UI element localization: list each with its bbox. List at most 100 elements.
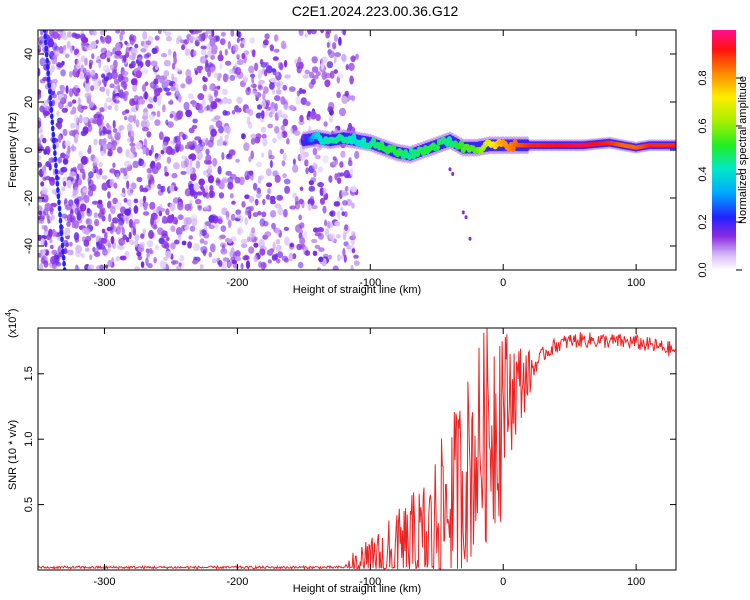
heatmap-streak-cell [49, 100, 53, 107]
heatmap-noise-cell [46, 213, 50, 221]
heatmap-noise-cell [342, 247, 346, 257]
heatmap-noise-cell [60, 97, 67, 105]
heatmap-noise-cell [44, 203, 52, 211]
heatmap-noise-cell [344, 185, 349, 192]
heatmap-noise-cell [133, 114, 137, 124]
heatmap-noise-cell [354, 150, 360, 160]
heatmap-noise-cell [83, 195, 90, 203]
heatmap-noise-cell [277, 251, 284, 259]
heatmap-streak-cell [56, 193, 61, 200]
heatmap-noise-cell [143, 211, 150, 216]
heatmap-noise-cell [347, 160, 353, 167]
heatmap-noise-cell [123, 167, 129, 174]
heatmap-noise-cell [148, 113, 155, 121]
heatmap-noise-cell [147, 263, 153, 269]
heatmap-noise-cell [218, 192, 225, 199]
heatmap-noise-cell [261, 152, 265, 158]
heatmap-noise-cell [282, 173, 287, 178]
heatmap-noise-cell [192, 260, 199, 265]
heatmap-noise-cell [273, 48, 280, 53]
heatmap-noise-cell [80, 210, 85, 220]
heatmap-noise-cell [114, 50, 122, 56]
heatmap-noise-cell [267, 259, 272, 264]
heatmap-noise-cell [163, 59, 171, 67]
heatmap-noise-cell [203, 205, 209, 210]
colorbar-ticks: 0.0 0.2 0.4 0.6 0.8 [697, 70, 742, 278]
heatmap-noise-cell [38, 120, 42, 129]
heatmap-noise-cell [165, 250, 172, 259]
heatmap-noise-cell [166, 214, 174, 224]
heatmap-noise-cell [231, 200, 236, 205]
heatmap-noise-cell [241, 52, 245, 60]
heatmap-noise-cell [250, 73, 256, 79]
heatmap-noise-cell [135, 119, 140, 128]
heatmap-noise-cell [225, 211, 230, 217]
heatmap-noise-cell [318, 247, 325, 253]
heatmap-noise-cell [355, 53, 359, 60]
heatmap-noise-cell [41, 198, 46, 203]
heatmap-noise-cell [181, 155, 188, 160]
heatmap-noise-cell [227, 40, 231, 50]
heatmap-noise-cell [173, 162, 180, 170]
heatmap-noise-cell [204, 221, 212, 227]
heatmap-streak-cell [59, 230, 64, 237]
heatmap-noise-cell [162, 215, 168, 224]
heatmap-noise-cell [251, 90, 258, 96]
heatmap-noise-cell [140, 247, 144, 252]
svg-text:(x104): (x104) [4, 308, 19, 338]
heatmap-outlier-cell [464, 215, 468, 220]
heatmap-noise-cell [107, 149, 113, 157]
heatmap-noise-cell [234, 176, 241, 184]
heatmap-noise-cell [179, 254, 185, 262]
heatmap-noise-cell [228, 149, 236, 156]
heatmap-noise-cell [292, 158, 296, 166]
heatmap-noise-cell [70, 145, 77, 152]
heatmap-noise-cell [144, 81, 149, 87]
heatmap-noise-cell [181, 44, 185, 51]
heatmap-noise-cell [218, 181, 225, 190]
heatmap-noise-cell [118, 238, 125, 246]
heatmap-noise-cell [245, 260, 251, 270]
heatmap-noise-cell [211, 190, 216, 198]
snr-multiplier-base: (x10 [7, 317, 19, 338]
heatmap-noise-cell [156, 110, 161, 118]
heatmap-noise-cell [143, 138, 148, 148]
heatmap-noise-cell [87, 189, 94, 197]
heatmap-noise-cell [324, 228, 330, 237]
heatmap-noise-cell [196, 191, 203, 196]
heatmap-noise-cell [150, 60, 158, 67]
heatmap-noise-cell [334, 173, 338, 181]
heatmap-noise-cell [283, 208, 288, 218]
heatmap-noise-cell [148, 230, 154, 239]
heatmap-streak-cell [43, 39, 48, 46]
heatmap-noise-cell [140, 233, 145, 239]
heatmap-noise-cell [252, 212, 259, 218]
heatmap-noise-cell [198, 69, 202, 74]
heatmap-noise-cell [61, 213, 68, 219]
heatmap-noise-cell [207, 165, 213, 174]
heatmap-noise-cell [128, 130, 135, 139]
heatmap-ridge-cell [351, 133, 357, 140]
heatmap-noise-cell [190, 172, 197, 182]
heatmap-noise-cell [38, 161, 42, 168]
heatmap-noise-cell [261, 110, 265, 119]
heatmap-noise-cell [350, 186, 357, 193]
heatmap-noise-cell [129, 239, 135, 246]
heatmap-noise-cell [279, 148, 284, 155]
heatmap-noise-cell [304, 250, 311, 256]
heatmap-noise-cell [223, 98, 230, 104]
heatmap-noise-cell [154, 119, 161, 126]
heatmap-x-axis: -300 -200 -100 0 100 [93, 30, 645, 289]
heatmap-noise-cell [262, 262, 267, 269]
heatmap-noise-cell [93, 138, 98, 146]
colorbar-tick-label: 0.8 [697, 70, 709, 85]
snr-x-tick-label: 0 [500, 576, 506, 588]
heatmap-noise-cell [99, 86, 106, 92]
heatmap-noise-cell [348, 62, 355, 71]
heatmap-noise-cell [62, 181, 67, 187]
heatmap-noise-cell [207, 68, 212, 78]
heatmap-noise-cell [109, 168, 116, 174]
heatmap-noise-cell [133, 205, 139, 214]
heatmap-streak-cell [58, 211, 62, 218]
heatmap-noise-cell [258, 72, 262, 80]
